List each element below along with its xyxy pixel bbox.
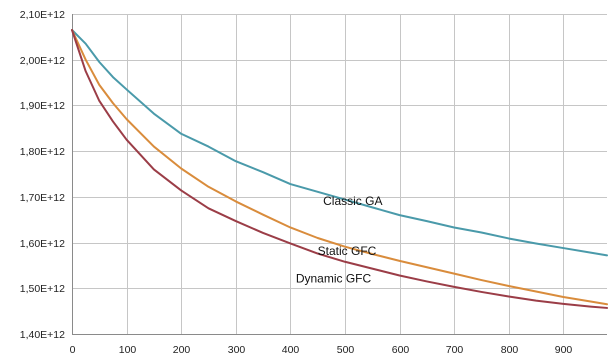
x-tick-label: 300	[228, 344, 246, 356]
y-tick-label: 1,50E+12	[20, 283, 65, 295]
x-tick-label: 400	[282, 344, 300, 356]
series-label-dynamic-gfc: Dynamic GFC	[296, 271, 372, 285]
x-tick-label: 600	[392, 344, 410, 356]
series-label-classic-ga: Classic GA	[323, 194, 382, 208]
x-tick-label: 200	[173, 344, 191, 356]
series-line-static-gfc	[71, 29, 608, 306]
axes: 1,40E+12 1,50E+12 1,60E+12 1,70E+12 1,80E+12…	[20, 9, 607, 356]
y-tick-label: 1,60E+12	[20, 238, 65, 250]
x-tick-label: 100	[119, 344, 137, 356]
y-tick-label: 1,90E+12	[20, 100, 65, 112]
y-tick-label: 1,40E+12	[20, 329, 65, 341]
x-tick-label: 900	[555, 344, 573, 356]
y-tick-label: 1,80E+12	[20, 146, 65, 158]
series-label-static-gfc: Static GFC	[318, 244, 377, 258]
x-tick-label: 0	[70, 344, 76, 356]
y-tick-label: 1,70E+12	[20, 192, 65, 204]
y-tick-label: 2,00E+12	[20, 55, 65, 67]
grid	[72, 14, 607, 334]
series-line-classic-ga	[71, 29, 608, 257]
x-tick-label: 500	[337, 344, 355, 356]
x-tick-label: 700	[446, 344, 464, 356]
series-lines	[71, 29, 608, 309]
x-tick-label: 800	[501, 344, 519, 356]
series-line-dynamic-gfc	[71, 29, 608, 309]
labels: Classic GA Static GFC Dynamic GFC	[296, 194, 383, 285]
y-tick-label: 2,10E+12	[20, 9, 65, 21]
